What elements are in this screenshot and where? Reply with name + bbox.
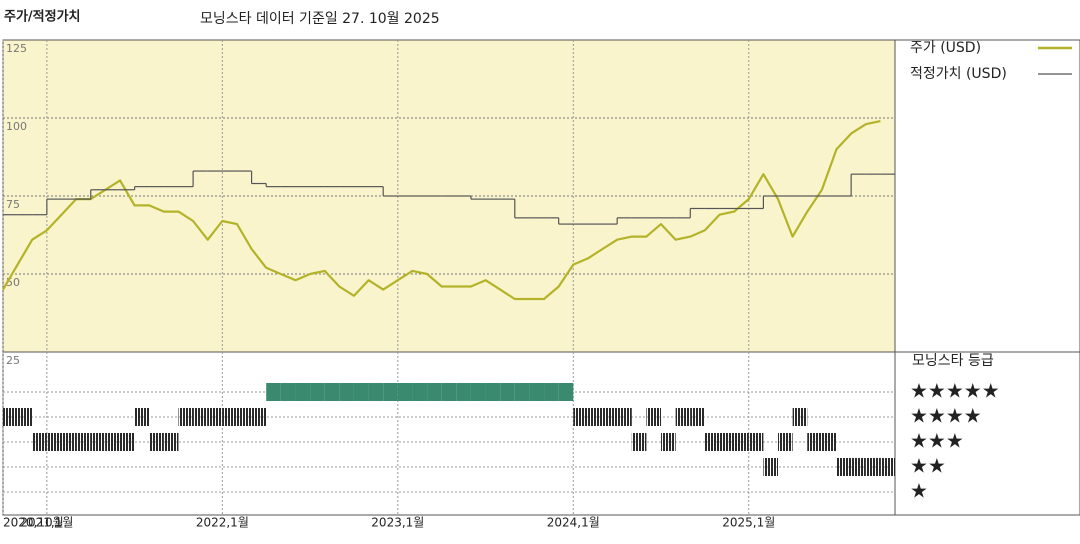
rating-cell bbox=[46, 433, 62, 451]
rating-cell bbox=[778, 433, 793, 451]
y-tick-label: 100 bbox=[6, 120, 27, 133]
rating-cell bbox=[251, 408, 267, 426]
rating-cell bbox=[90, 433, 106, 451]
rating-cell bbox=[295, 383, 311, 401]
rating-cell bbox=[456, 383, 471, 401]
legend-label: 적정가치 (USD) bbox=[910, 66, 1007, 82]
rating-cell bbox=[734, 433, 749, 451]
rating-title: 모닝스타 등급 bbox=[912, 353, 994, 369]
rating-cell bbox=[690, 408, 705, 426]
rating-cell bbox=[558, 383, 574, 401]
rating-cell bbox=[353, 383, 369, 401]
rating-cell bbox=[236, 408, 252, 426]
rating-cell bbox=[470, 383, 486, 401]
chart-subtitle: 모닝스타 데이터 기준일 27. 10월 2025 bbox=[200, 11, 440, 27]
rating-cell bbox=[675, 408, 691, 426]
rating-cell bbox=[631, 433, 647, 451]
rating-cell bbox=[310, 383, 325, 401]
rating-cell bbox=[485, 383, 501, 401]
y-tick-label: 25 bbox=[6, 354, 20, 367]
rating-cell bbox=[500, 383, 515, 401]
rating-cell bbox=[134, 408, 150, 426]
rating-cell bbox=[748, 433, 764, 451]
x-tick-label: 2025,1월 bbox=[722, 516, 775, 530]
rating-cell bbox=[339, 383, 354, 401]
rating-cell bbox=[3, 408, 18, 426]
rating-cell bbox=[880, 458, 895, 476]
rating-cell bbox=[865, 458, 881, 476]
rating-cell bbox=[324, 383, 340, 401]
rating-cell bbox=[105, 433, 120, 451]
rating-cell bbox=[76, 433, 91, 451]
rating-cell bbox=[163, 433, 179, 451]
rating-cell bbox=[397, 383, 413, 401]
price-line bbox=[2, 120, 881, 301]
rating-cell bbox=[61, 433, 77, 451]
rating-label: ★★★★ bbox=[910, 404, 982, 428]
rating-label: ★ bbox=[910, 479, 928, 503]
rating-cell bbox=[427, 383, 442, 401]
rating-cell bbox=[602, 408, 618, 426]
rating-label: ★★★★★ bbox=[910, 379, 1000, 403]
rating-cell bbox=[514, 383, 530, 401]
rating-cell bbox=[222, 408, 237, 426]
y-tick-label: 125 bbox=[6, 42, 27, 55]
rating-cell bbox=[661, 433, 676, 451]
rating-cell bbox=[266, 383, 281, 401]
rating-cell bbox=[851, 458, 866, 476]
rating-cell bbox=[529, 383, 545, 401]
rating-cell bbox=[178, 408, 194, 426]
rating-cell bbox=[207, 408, 223, 426]
rating-cell bbox=[32, 433, 47, 451]
x-tick-label: 2022,1월 bbox=[196, 516, 249, 530]
rating-cell bbox=[719, 433, 735, 451]
rating-cell bbox=[544, 383, 559, 401]
rating-cell bbox=[280, 383, 296, 401]
chart-title: 주가/적정가치 bbox=[4, 9, 81, 25]
y-tick-label: 75 bbox=[6, 198, 20, 211]
x-tick-label: 2021,1월 bbox=[20, 516, 73, 530]
rating-cell bbox=[704, 433, 720, 451]
rating-cell bbox=[587, 408, 603, 426]
rating-cell bbox=[646, 408, 662, 426]
rating-cell bbox=[368, 383, 384, 401]
rating-cell bbox=[573, 408, 588, 426]
x-tick-label: 2023,1월 bbox=[371, 516, 424, 530]
rating-label: ★★ bbox=[910, 454, 946, 478]
rating-cell bbox=[383, 383, 398, 401]
rating-cell bbox=[17, 408, 33, 426]
rating-cell bbox=[792, 408, 808, 426]
x-tick-label: 2020,10월 bbox=[3, 516, 64, 530]
rating-cell bbox=[836, 458, 852, 476]
rating-label: ★★★ bbox=[910, 429, 964, 453]
rating-cell bbox=[412, 383, 428, 401]
rating-cell bbox=[807, 433, 822, 451]
rating-cell bbox=[149, 433, 164, 451]
x-tick-label: 2024,1월 bbox=[547, 516, 600, 530]
rating-cell bbox=[193, 408, 208, 426]
legend-label: 주가 (USD) bbox=[910, 40, 981, 56]
rating-cell bbox=[617, 408, 632, 426]
rating-cell bbox=[821, 433, 837, 451]
rating-cell bbox=[441, 383, 457, 401]
rating-cell bbox=[119, 433, 135, 451]
rating-cell bbox=[763, 458, 779, 476]
